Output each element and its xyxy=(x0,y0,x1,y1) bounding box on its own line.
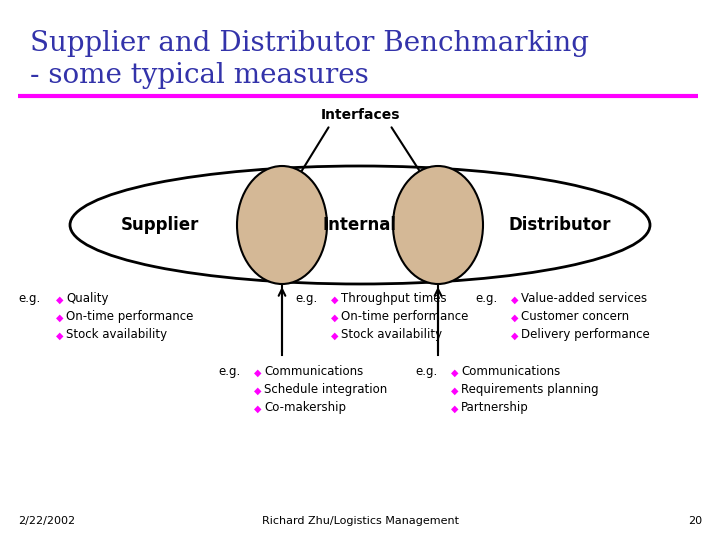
Text: Co-makership: Co-makership xyxy=(264,401,346,414)
Text: Interfaces: Interfaces xyxy=(320,108,400,122)
Text: Supplier and Distributor Benchmarking: Supplier and Distributor Benchmarking xyxy=(30,30,589,57)
Text: On-time performance: On-time performance xyxy=(66,310,194,323)
Text: ◆: ◆ xyxy=(331,331,338,341)
Text: e.g.: e.g. xyxy=(475,292,498,305)
Text: e.g.: e.g. xyxy=(18,292,40,305)
Text: Stock availability: Stock availability xyxy=(66,328,167,341)
Text: ◆: ◆ xyxy=(451,386,459,396)
Text: e.g.: e.g. xyxy=(218,365,240,378)
Text: Stock availability: Stock availability xyxy=(341,328,442,341)
Text: Supplier: Supplier xyxy=(121,216,199,234)
Text: Requirements planning: Requirements planning xyxy=(461,383,598,396)
Ellipse shape xyxy=(237,166,327,284)
Text: Distributor: Distributor xyxy=(509,216,611,234)
Text: 2/22/2002: 2/22/2002 xyxy=(18,516,75,526)
Text: Partnership: Partnership xyxy=(461,401,528,414)
Text: ◆: ◆ xyxy=(56,295,64,305)
Text: On-time performance: On-time performance xyxy=(341,310,469,323)
Text: 20: 20 xyxy=(688,516,702,526)
Text: ◆: ◆ xyxy=(254,368,262,378)
Ellipse shape xyxy=(393,166,483,284)
Text: - some typical measures: - some typical measures xyxy=(30,62,369,89)
Text: Schedule integration: Schedule integration xyxy=(264,383,387,396)
Text: Throughput times: Throughput times xyxy=(341,292,446,305)
Text: Richard Zhu/Logistics Management: Richard Zhu/Logistics Management xyxy=(261,516,459,526)
Text: Communications: Communications xyxy=(264,365,364,378)
Text: e.g.: e.g. xyxy=(415,365,437,378)
Text: ◆: ◆ xyxy=(254,386,262,396)
Text: ◆: ◆ xyxy=(331,295,338,305)
Text: ◆: ◆ xyxy=(511,295,518,305)
Text: Quality: Quality xyxy=(66,292,109,305)
Text: ◆: ◆ xyxy=(331,313,338,323)
Text: ◆: ◆ xyxy=(254,404,262,414)
Ellipse shape xyxy=(70,166,650,284)
Text: ◆: ◆ xyxy=(56,313,64,323)
Text: ◆: ◆ xyxy=(511,313,518,323)
Text: Communications: Communications xyxy=(461,365,560,378)
Text: ◆: ◆ xyxy=(451,404,459,414)
Text: ◆: ◆ xyxy=(511,331,518,341)
Text: Value-added services: Value-added services xyxy=(521,292,647,305)
Text: Customer concern: Customer concern xyxy=(521,310,629,323)
Text: ◆: ◆ xyxy=(56,331,64,341)
Text: Internal: Internal xyxy=(323,216,397,234)
Text: ◆: ◆ xyxy=(451,368,459,378)
Text: e.g.: e.g. xyxy=(295,292,318,305)
Text: Delivery performance: Delivery performance xyxy=(521,328,649,341)
